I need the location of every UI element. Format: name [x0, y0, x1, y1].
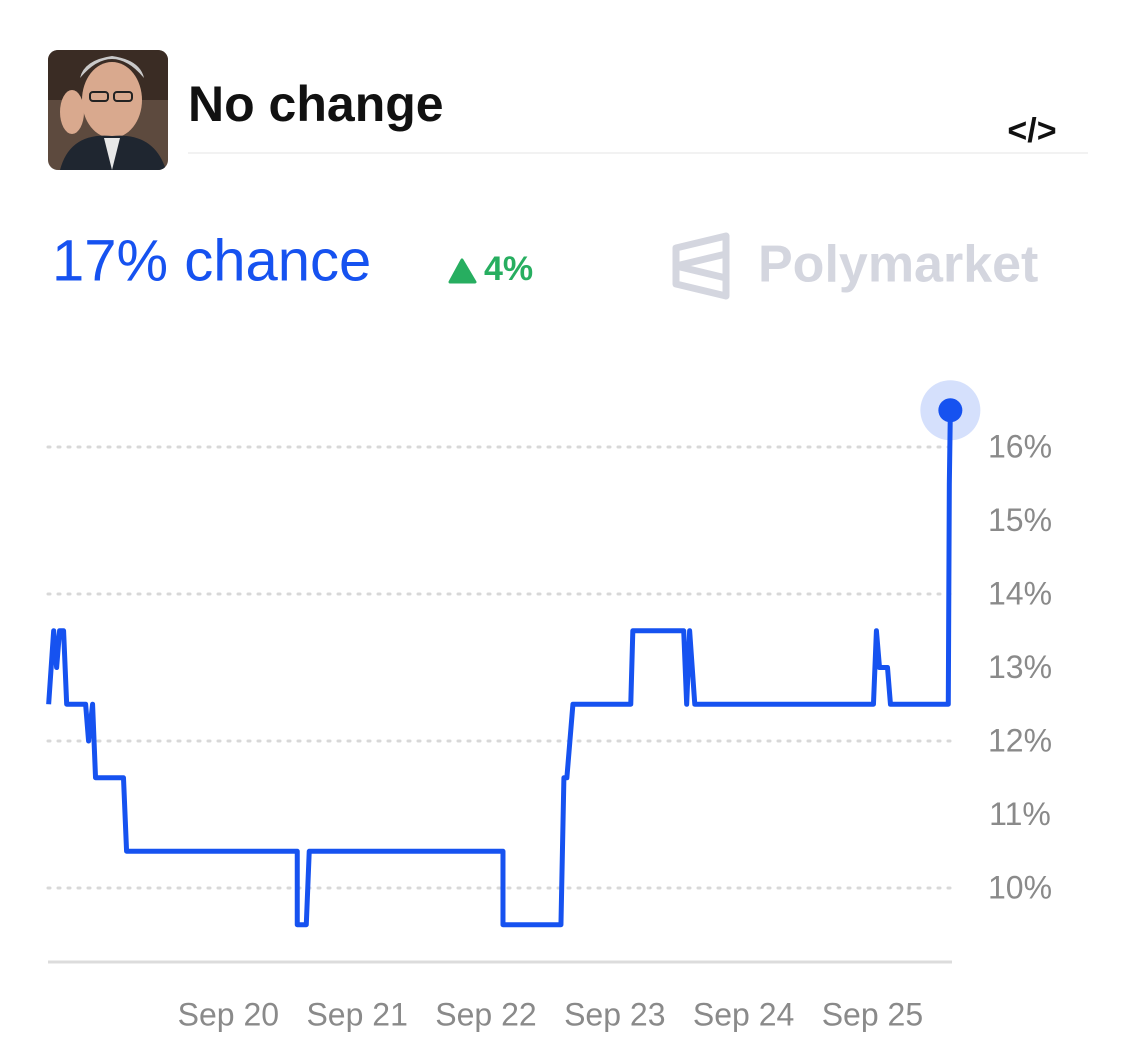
plot: 10% 11% 12% 13% 14% 15% 16% Sep 20 Sep 21 Sep 22 S… — [46, 380, 1052, 1032]
x-tick-label: Sep 21 — [306, 996, 407, 1032]
y-tick-label: 12% — [988, 722, 1052, 758]
x-tick-label: Sep 22 — [435, 996, 536, 1032]
embed-button[interactable]: </> — [1007, 112, 1056, 150]
avatar — [48, 50, 168, 170]
brand-logo — [672, 232, 730, 300]
endpoint — [938, 398, 963, 423]
y-tick-label: 15% — [988, 502, 1052, 538]
y-tick-label: 14% — [988, 575, 1052, 611]
x-tick-label: Sep 25 — [822, 996, 923, 1032]
change: 4% — [484, 250, 533, 288]
chance: 17% chance — [52, 228, 371, 293]
y-tick-label: 11% — [989, 796, 1051, 832]
y-tick-label: 16% — [988, 428, 1052, 464]
up-arrow — [448, 258, 477, 284]
x-tick-label: Sep 23 — [564, 996, 665, 1032]
y-tick-label: 10% — [988, 869, 1052, 905]
y-tick-label: 13% — [988, 649, 1052, 685]
line — [46, 410, 953, 928]
brand: Polymarket — [758, 236, 1038, 294]
x-tick-label: Sep 20 — [178, 996, 279, 1032]
x-tick-label: Sep 24 — [693, 996, 794, 1032]
title: No change — [188, 76, 444, 132]
